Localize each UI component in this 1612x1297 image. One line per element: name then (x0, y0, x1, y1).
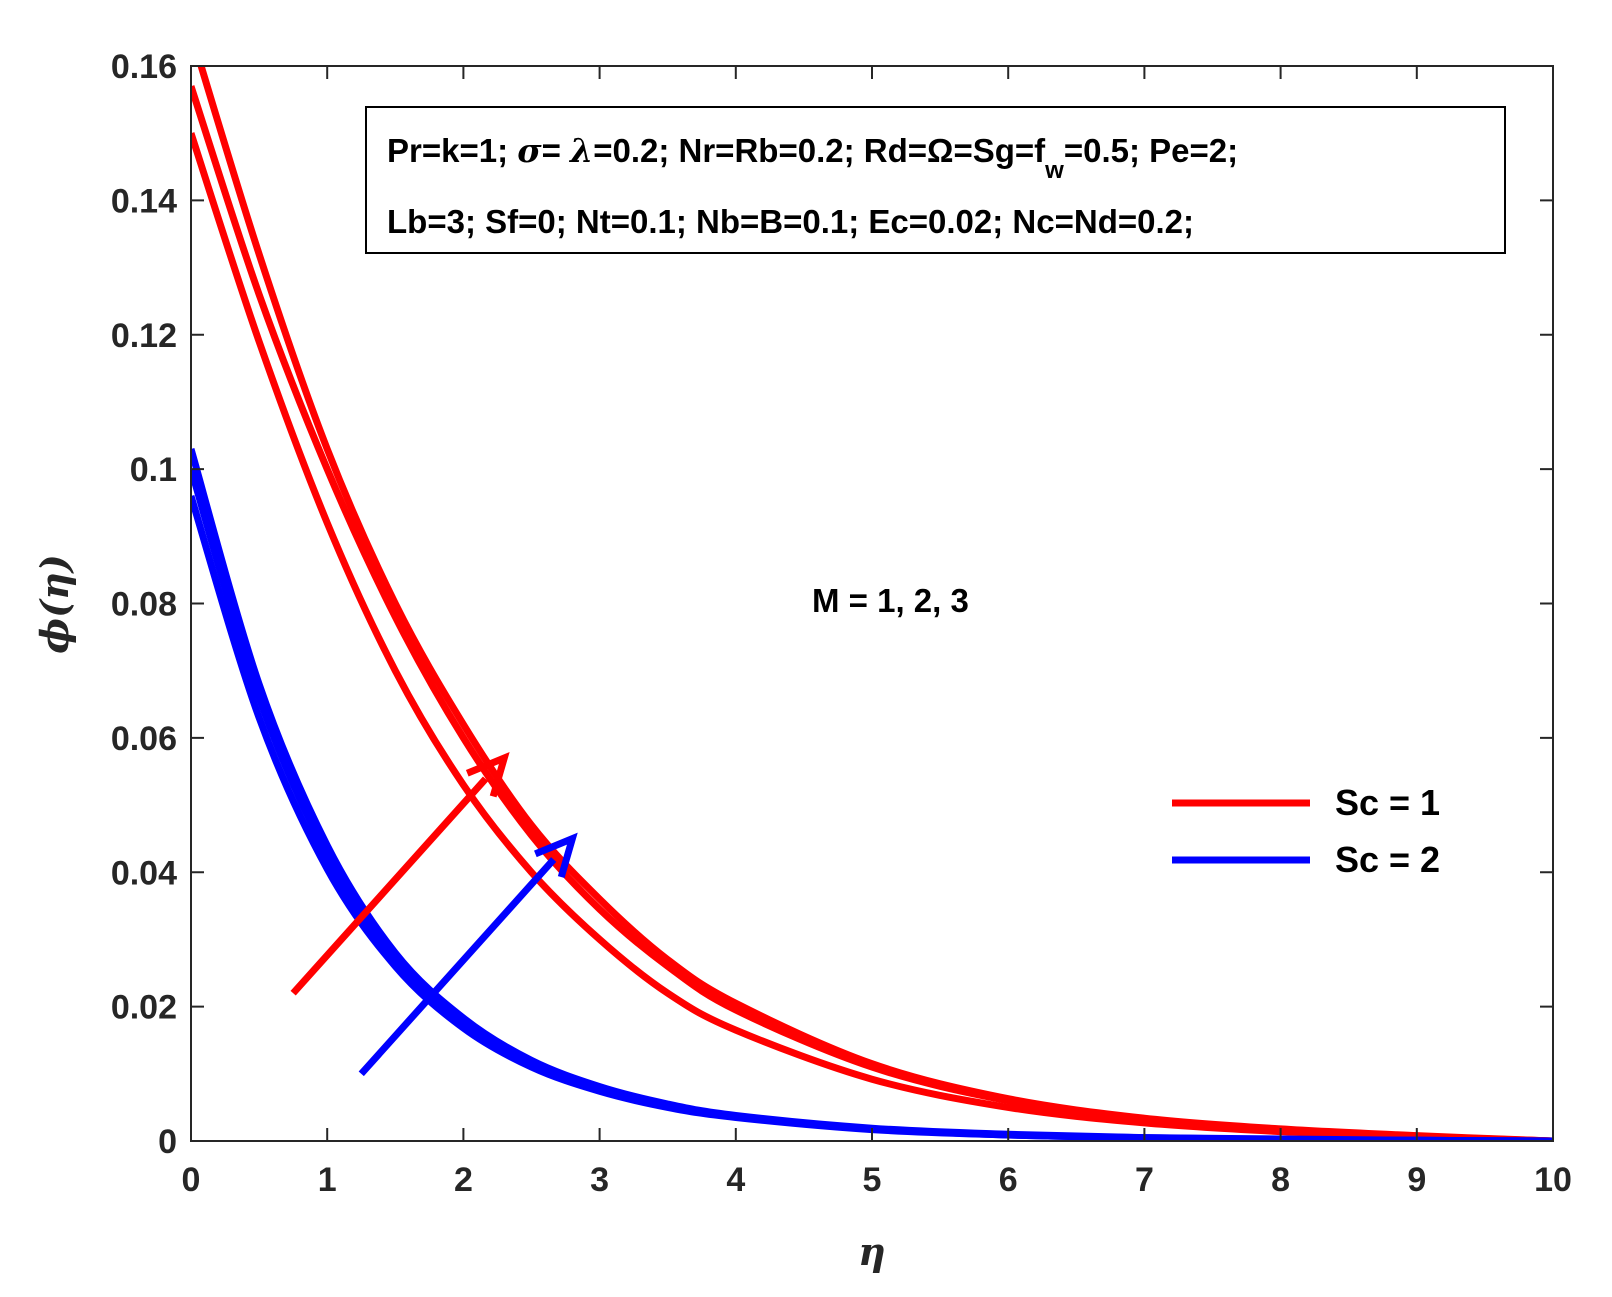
m-annotation: M = 1, 2, 3 (812, 582, 969, 619)
arrow-shaft-2 (358, 857, 557, 1077)
y-tick-label-5: 0.1 (130, 451, 177, 489)
y-tick-label-2: 0.04 (111, 854, 177, 892)
series-line-3 (191, 132, 1553, 1141)
param-fw-subscript: w (1044, 157, 1064, 184)
arrow-head-1 (465, 752, 510, 798)
x-tick-label-6: 6 (999, 1161, 1018, 1199)
axis-ticks: 0 1 2 3 4 5 6 7 8 9 10 0 0.02 0.04 0.06 0.08 0.1 0.12 0.14… (111, 48, 1572, 1199)
x-tick-label-1: 1 (318, 1161, 337, 1199)
y-tick-label-3: 0.06 (111, 720, 177, 758)
x-tick-label-10: 10 (1534, 1161, 1572, 1199)
x-tick-label-3: 3 (590, 1161, 609, 1199)
legend-label-sc1: Sc = 1 (1335, 782, 1440, 823)
series-line-6 (191, 494, 1553, 1141)
y-tick-label-4: 0.08 (111, 586, 177, 624)
legend-label-sc2: Sc = 2 (1335, 839, 1440, 880)
y-tick-label-8: 0.16 (111, 48, 177, 86)
y-axis-title: ϕ(η) (32, 554, 77, 653)
parameter-box (365, 106, 1506, 254)
arrow-head-2 (534, 832, 578, 879)
series-layer (191, 66, 1553, 1141)
x-tick-label-5: 5 (863, 1161, 882, 1199)
y-tick-label-1: 0.02 (111, 989, 177, 1027)
x-tick-label-8: 8 (1271, 1161, 1290, 1199)
param-part-7: =0.5; Pe=2; (1064, 132, 1238, 169)
x-tick-label-7: 7 (1135, 1161, 1154, 1199)
arrow-shaft-1 (290, 776, 489, 996)
parameter-line-2: Lb=3; Sf=0; Nt=0.1; Nb=B=0.1; Ec=0.02; N… (387, 203, 1194, 240)
x-tick-label-9: 9 (1407, 1161, 1426, 1199)
param-part-5: =0.2; Nr=Rb=0.2; Rd=Ω=Sg=f (593, 132, 1046, 169)
x-tick-label-2: 2 (454, 1161, 473, 1199)
x-tick-label-0: 0 (182, 1161, 201, 1199)
x-axis-title: η (858, 1229, 886, 1274)
x-tick-label-4: 4 (726, 1161, 745, 1199)
param-sigma-symbol: σ (517, 131, 542, 170)
parameter-line-1: Pr=k=1; σ= λ=0.2; Nr=Rb=0.2; Rd=Ω=Sg=fw=… (387, 131, 1238, 184)
param-part-3: = (542, 132, 570, 169)
param-lambda-symbol: λ (568, 131, 593, 170)
param-part-1: Pr=k=1; (387, 132, 517, 169)
y-tick-label-6: 0.12 (111, 317, 177, 355)
annotation-arrows (290, 752, 578, 1077)
y-tick-label-7: 0.14 (111, 182, 177, 220)
y-tick-label-0: 0 (158, 1123, 177, 1161)
